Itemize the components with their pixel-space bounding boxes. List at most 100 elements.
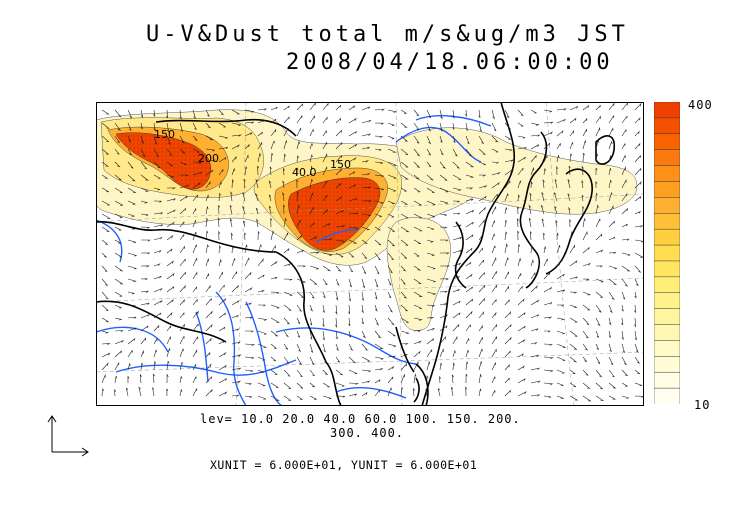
wind-arrow [491, 206, 497, 215]
wind-arrow [491, 109, 496, 120]
wind-arrow [179, 148, 186, 154]
wind-arrow [218, 147, 228, 150]
colorbar-swatch [653, 371, 681, 389]
wind-arrow [554, 179, 558, 189]
wind-arrow [569, 291, 578, 294]
wind-arrow [192, 161, 202, 164]
wind-arrow [309, 317, 313, 326]
wind-arrow [348, 304, 351, 314]
wind-arrow [114, 174, 123, 181]
wind-arrow [140, 325, 149, 332]
wind-arrow [400, 135, 408, 142]
colorbar-swatch [653, 308, 681, 326]
wind-arrow [361, 186, 371, 189]
wind-arrow [555, 220, 558, 228]
wind-arrow [153, 312, 162, 319]
wind-arrow [153, 263, 161, 267]
wind-arrow [270, 317, 280, 323]
wind-arrow [296, 235, 302, 241]
wind-arrow [335, 291, 339, 301]
wind-arrow [140, 226, 150, 229]
wind-arrow [439, 109, 443, 120]
wind-arrow [387, 226, 395, 232]
wind-arrow [140, 213, 149, 217]
wind-arrow [478, 109, 481, 118]
wind-arrow [153, 187, 161, 191]
wind-arrow [114, 161, 121, 168]
wind-arrow [582, 382, 591, 389]
wind-arrow [179, 161, 187, 166]
wind-arrow [634, 369, 640, 374]
wind-arrow [517, 167, 524, 176]
wind-arrow [127, 187, 137, 193]
wind-arrow [348, 393, 357, 397]
wind-arrow [153, 148, 159, 158]
wind-arrow [205, 284, 211, 293]
wind-arrow [541, 192, 545, 202]
wind-arrow [504, 148, 514, 152]
wind-arrow [426, 200, 436, 206]
wind-arrow [452, 350, 456, 358]
wind-arrow [517, 273, 522, 280]
wind-arrow [322, 356, 327, 364]
wind-arrow [400, 291, 407, 299]
wind-arrow [166, 373, 169, 384]
wind-arrow [504, 219, 507, 228]
wind-arrow [374, 108, 385, 111]
wind-arrow [530, 380, 541, 384]
wind-arrow [478, 361, 483, 371]
wind-arrow [634, 211, 641, 215]
wind-arrow [335, 142, 343, 150]
wind-arrow [283, 116, 290, 124]
wind-arrow [491, 161, 499, 164]
wind-arrow [335, 356, 341, 363]
colorbar-swatch [653, 324, 681, 342]
wind-arrow [257, 356, 266, 361]
wind-arrow [413, 109, 420, 116]
wind-arrow [140, 337, 147, 345]
wind-arrow [270, 330, 278, 337]
contour-label-40: 40.0 [292, 166, 317, 179]
wind-arrow [205, 273, 210, 280]
wind-arrow [387, 365, 395, 371]
wind-arrow [608, 168, 612, 176]
wind-arrow [127, 376, 130, 384]
wind-arrow [114, 291, 123, 297]
wind-arrow [374, 389, 380, 397]
wind-arrow [608, 304, 613, 314]
wind-arrow [491, 390, 496, 397]
wind-arrow [270, 244, 276, 254]
wind-arrow [218, 205, 221, 215]
wind-arrow [413, 122, 420, 131]
wind-arrow [218, 352, 227, 358]
wind-arrow [478, 206, 487, 215]
wind-arrow [140, 362, 144, 371]
wind-arrow [257, 165, 260, 176]
wind-arrow [608, 356, 614, 366]
wind-arrow [478, 285, 486, 293]
wind-arrow [529, 192, 532, 202]
wind-arrow [101, 352, 111, 358]
wind-arrow [387, 278, 392, 286]
wind-arrow [582, 395, 592, 402]
wind-arrow [491, 122, 497, 132]
wind-arrow [569, 129, 575, 137]
wind-arrow [205, 376, 212, 384]
wind-arrow [244, 356, 254, 360]
wind-arrow [426, 291, 437, 295]
wind-arrow [413, 291, 423, 298]
wind-arrow [348, 198, 358, 202]
wind-arrow [244, 109, 254, 113]
wind-arrow [465, 174, 474, 178]
wind-arrow [556, 245, 561, 254]
wind-arrow [153, 237, 163, 241]
colorbar-swatch [653, 181, 681, 199]
wind-arrow [244, 232, 247, 241]
wind-arrow [504, 324, 512, 332]
wind-arrow [478, 135, 484, 144]
wind-arrow [439, 278, 449, 281]
wind-arrow [361, 278, 366, 289]
wind-arrow [114, 252, 122, 258]
wind-arrow [465, 161, 475, 168]
wind-arrow [245, 330, 254, 333]
